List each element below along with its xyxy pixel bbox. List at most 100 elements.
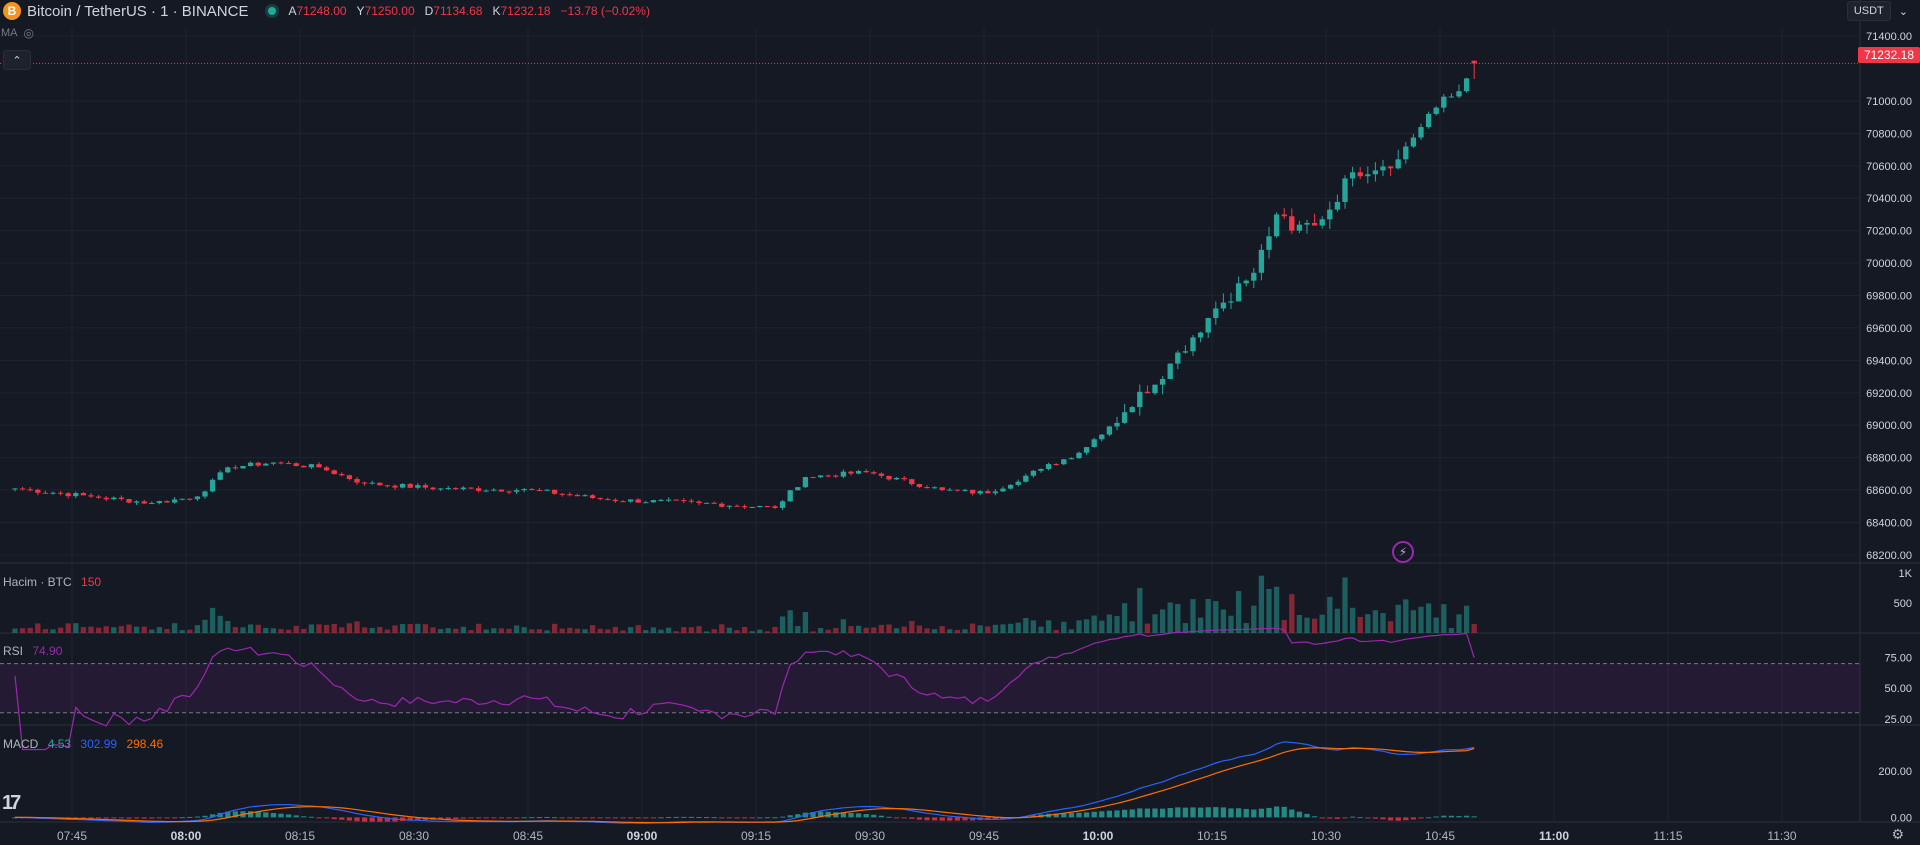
candle-body [627,499,634,502]
candle-body [1129,407,1135,413]
candle-body [544,489,550,491]
candle-body [1403,146,1409,160]
volume-bar [126,624,132,633]
macd-histogram-bar [141,817,147,819]
currency-selector[interactable]: USDT ⌄ [1846,1,1908,21]
candle-body [848,471,854,474]
volume-bar [886,624,892,633]
volume-bar [969,623,976,633]
macd-histogram-bar [855,813,862,818]
candle-body [293,463,299,466]
flash-alert-icon[interactable]: ⚡ [1392,541,1414,563]
macd-histogram-bar [673,816,679,818]
macd-histogram-bar [1425,817,1432,819]
macd-histogram-bar [582,817,588,819]
time-axis-label: 10:30 [1311,829,1341,843]
macd-histogram-bar [255,811,261,818]
macd-histogram-bar [232,811,239,818]
volume-bar [1076,620,1082,633]
ma-label[interactable]: MA [1,27,18,39]
macd-histogram-bar [118,817,125,819]
macd-histogram-bar [369,817,375,822]
macd-histogram-bar [1129,809,1135,818]
volume-bar [278,629,284,633]
candle-body [886,475,892,480]
volume-bar [1273,586,1280,633]
volume-bar [1456,614,1462,633]
candle-body [399,483,406,488]
macd-histogram-bar [460,817,467,819]
macd-axis-label: 0.00 [1891,812,1912,824]
macd-histogram-bar [111,817,117,819]
volume-bar [1327,596,1333,633]
macd-histogram-bar [962,817,968,821]
volume-bar [491,628,497,633]
macd-histogram-bar [840,812,847,818]
volume-label[interactable]: Hacim · BTC [3,575,72,589]
eye-hidden-icon[interactable]: ◎ [23,26,34,40]
candle-body [95,496,102,498]
candle-body [316,464,322,468]
volume-bar [1045,620,1052,633]
time-axis-label: 11:00 [1539,829,1569,843]
volume-bar [285,629,292,633]
symbol-title[interactable]: Bitcoin / TetherUS · 1 · BINANCE [27,2,249,20]
volume-bar [954,629,961,633]
macd-histogram-bar [377,817,383,822]
volume-bar [1418,606,1424,633]
macd-hist-value: 4.53 [47,737,72,751]
candle-body [1205,317,1211,333]
tradingview-logo[interactable]: 17 [2,792,21,814]
candle-body [1266,236,1272,250]
volume-bar [19,628,26,633]
volume-bar [308,624,315,633]
volume-bar [445,628,451,633]
macd-histogram-bar [301,816,307,818]
candle-body [1091,439,1097,448]
settings-gear-icon[interactable]: ⚙ [1891,826,1904,842]
volume-bar [475,623,482,633]
volume-bar [73,623,79,633]
currency-label[interactable]: USDT [1846,1,1891,21]
volume-bar [726,627,733,633]
candle-body [1030,470,1037,476]
volume-bar [1372,610,1379,633]
candle-body [1190,337,1196,352]
macd-histogram-bar [1463,815,1470,818]
candle-body [643,502,649,504]
volume-bar [1159,609,1166,633]
chevron-down-icon[interactable]: ⌄ [1898,5,1908,18]
volume-bar [1197,617,1204,633]
volume-bar [1167,602,1173,633]
collapse-legend-button[interactable]: ⌃ [3,50,31,70]
volume-bar [1410,610,1417,633]
macd-histogram-bar [1121,809,1128,818]
macd-histogram-bar [1296,811,1303,818]
volume-bar [301,628,307,633]
volume-bar [1068,629,1075,633]
candle-body [688,500,695,502]
time-axis-label: 08:00 [171,829,202,843]
price-axis-label: 70800.00 [1866,128,1912,140]
macd-histogram-bar [513,817,520,819]
volume-bar [331,623,337,633]
time-axis-label: 09:45 [969,829,999,843]
volume-bar [247,624,254,633]
volume-bar [1083,619,1090,633]
macd-histogram-bar [445,817,451,820]
macd-histogram-bar [1380,817,1386,820]
macd-histogram-bar [1235,808,1242,818]
candle-body [567,494,573,496]
macd-label[interactable]: MACD [3,737,39,751]
market-open-status-icon [268,7,277,15]
volume-bar [992,624,999,633]
macd-histogram-bar [308,816,315,818]
macd-histogram-bar [1403,817,1409,821]
rsi-label[interactable]: RSI [3,644,24,658]
macd-histogram-bar [316,817,322,819]
macd-histogram-bar [1030,815,1037,818]
candle-body [392,485,398,488]
candle-body [126,499,132,503]
volume-bar [1334,608,1341,633]
